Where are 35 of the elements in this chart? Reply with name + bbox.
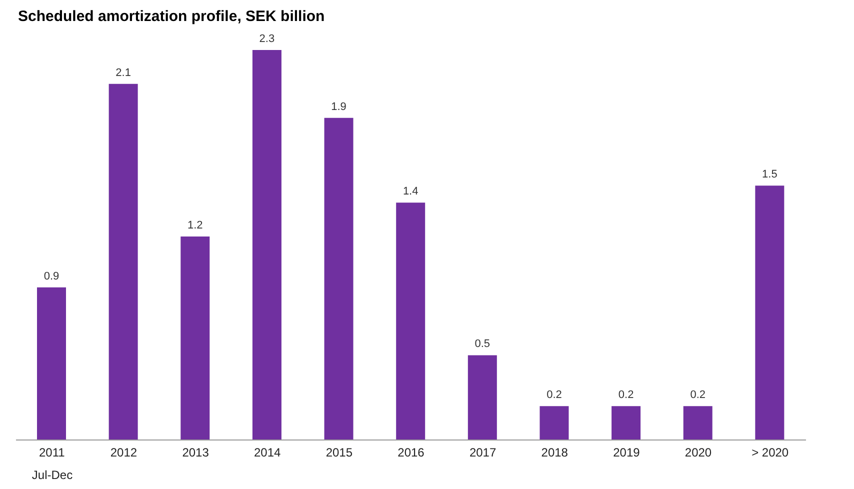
bar	[324, 118, 354, 440]
chart-title: Scheduled amortization profile, SEK billion	[17, 8, 326, 27]
x-tick-label: 2018	[541, 446, 568, 460]
x-tick-label: 2016	[398, 446, 425, 460]
bar	[755, 186, 784, 440]
data-label: 0.5	[474, 338, 490, 350]
data-label: 2.3	[259, 33, 275, 45]
bar	[37, 287, 66, 440]
data-label: 1.5	[762, 168, 778, 181]
bar	[396, 202, 426, 440]
x-tick-label: 2014	[254, 446, 282, 460]
bar	[683, 406, 712, 440]
bar	[252, 50, 282, 440]
data-label: 1.2	[187, 220, 203, 232]
x-tick-label: 2017	[469, 446, 496, 460]
x-tick-label: 2012	[110, 446, 138, 460]
bar	[108, 84, 138, 440]
data-label: 0.2	[546, 389, 562, 402]
data-label: 0.9	[44, 270, 60, 282]
bar	[180, 236, 210, 440]
x-tick-label: > 2020	[752, 446, 789, 460]
bar	[540, 406, 569, 440]
x-tick-label: 2020	[684, 446, 712, 460]
x-tick-label: 2013	[182, 446, 210, 460]
data-label: 0.2	[618, 389, 634, 402]
data-label: 0.2	[690, 389, 706, 402]
data-label: 2.1	[116, 66, 131, 79]
text: Jul-Dec	[32, 468, 73, 482]
x-tick-label: 2015	[326, 446, 353, 460]
data-label: 1.9	[331, 100, 346, 113]
x-tick-label: 2011	[39, 446, 66, 460]
bar	[612, 406, 641, 440]
x-tick-label: 2019	[613, 446, 640, 460]
data-label: 1.4	[402, 186, 418, 198]
bar	[468, 355, 497, 440]
